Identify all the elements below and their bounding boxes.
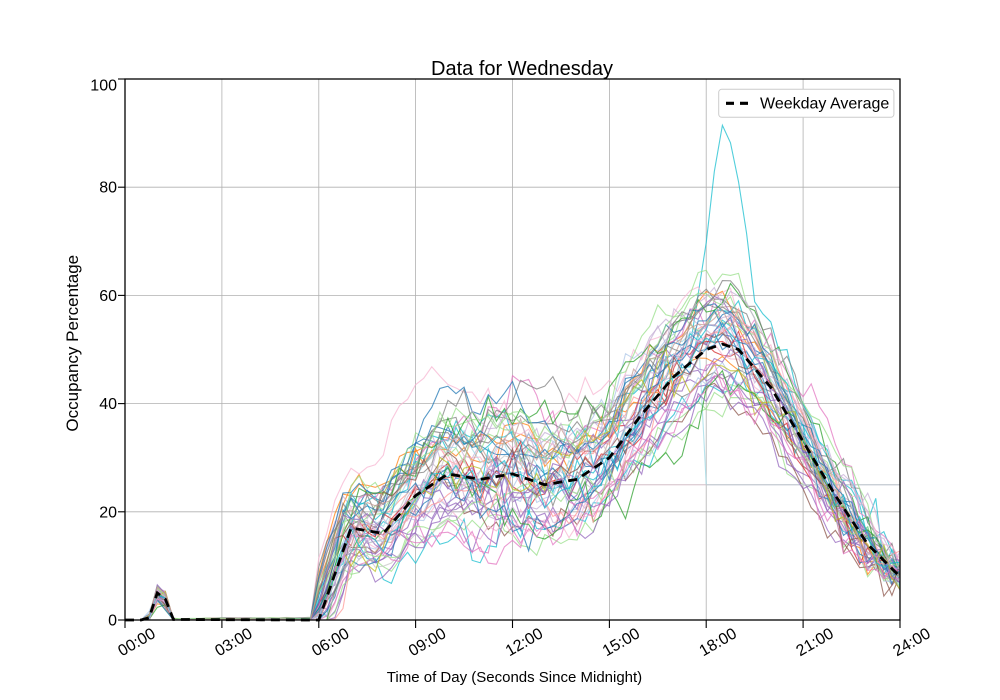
svg-text:18:00: 18:00 [697,625,740,660]
svg-text:Time of Day (Seconds Since Mid: Time of Day (Seconds Since Midnight) [387,669,642,686]
svg-text:24:00: 24:00 [890,625,933,660]
svg-text:0: 0 [108,613,117,630]
svg-text:09:00: 09:00 [406,625,449,660]
svg-text:20: 20 [99,504,117,521]
svg-text:06:00: 06:00 [309,625,352,660]
svg-text:Weekday Average: Weekday Average [760,96,889,113]
svg-text:80: 80 [99,180,117,197]
svg-text:12:00: 12:00 [503,625,546,660]
svg-text:03:00: 03:00 [212,625,255,660]
svg-text:00:00: 00:00 [115,625,158,660]
svg-text:21:00: 21:00 [794,625,837,660]
svg-text:Data for Wednesday: Data for Wednesday [431,58,613,80]
svg-text:100: 100 [90,78,117,95]
svg-text:40: 40 [99,396,117,413]
svg-text:60: 60 [99,288,117,305]
svg-text:15:00: 15:00 [600,625,643,660]
svg-text:Occupancy Percentage: Occupancy Percentage [63,255,82,432]
